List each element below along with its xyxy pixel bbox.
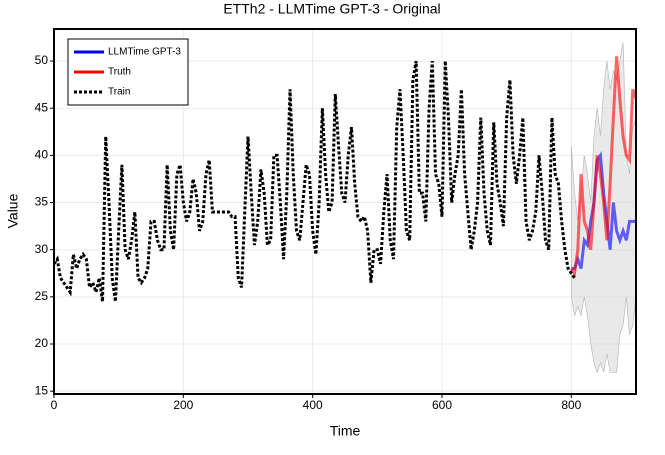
y-tick-label: 45 <box>35 100 49 114</box>
legend-label: Train <box>108 87 130 98</box>
series-line <box>570 56 638 278</box>
legend-label: Truth <box>108 67 131 78</box>
y-tick-label: 25 <box>35 289 49 303</box>
y-axis-label: Value <box>5 193 21 228</box>
x-tick-label: 800 <box>561 398 581 412</box>
x-tick-label: 0 <box>51 398 58 412</box>
y-tick-label: 15 <box>35 383 49 397</box>
y-tick-label: 20 <box>35 336 49 350</box>
y-tick-label: 35 <box>35 195 49 209</box>
legend-label: LLMTime GPT-3 <box>108 47 181 58</box>
series-line <box>52 60 576 302</box>
y-tick-label: 50 <box>35 53 49 67</box>
x-tick-label: 400 <box>303 398 323 412</box>
x-tick-label: 600 <box>432 398 452 412</box>
x-tick-label: 200 <box>173 398 193 412</box>
chart-title: ETTh2 - LLMTime GPT-3 - Original <box>223 1 440 17</box>
y-tick-label: 30 <box>35 242 49 256</box>
y-tick-label: 40 <box>35 148 49 162</box>
plot-frame <box>53 28 637 395</box>
x-axis-label: Time <box>330 423 361 439</box>
